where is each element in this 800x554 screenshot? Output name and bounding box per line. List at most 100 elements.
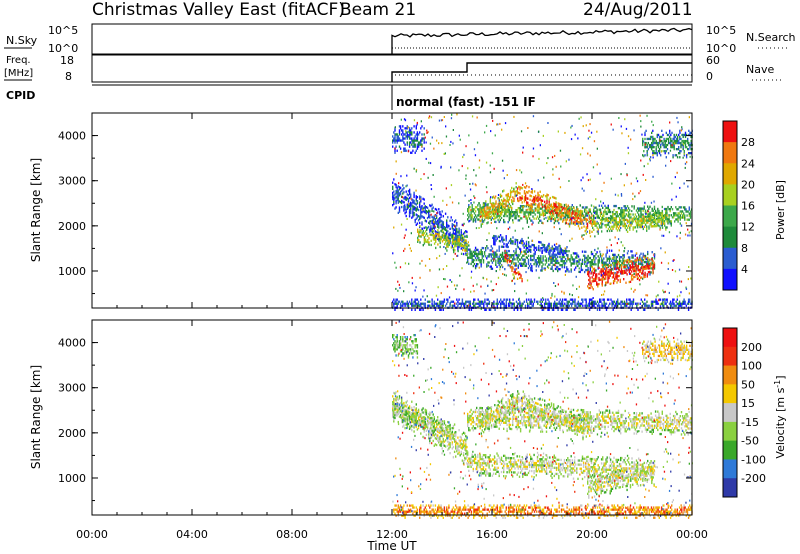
echo-cell bbox=[473, 208, 476, 211]
echo-cell bbox=[478, 259, 480, 262]
echo-cell bbox=[620, 272, 622, 275]
echo-cell bbox=[593, 279, 596, 283]
echo-cell bbox=[401, 304, 403, 307]
echo-cell bbox=[413, 125, 415, 128]
echo-cell bbox=[603, 277, 606, 281]
echo-cell bbox=[638, 262, 640, 265]
echo-cell bbox=[463, 153, 465, 156]
echo-cell bbox=[401, 199, 403, 203]
echo-cell bbox=[480, 225, 482, 228]
echo-cell bbox=[645, 267, 647, 270]
echo-cell bbox=[554, 209, 556, 212]
echo-cell bbox=[493, 240, 495, 244]
echo-cell bbox=[544, 212, 546, 216]
echo-cell bbox=[494, 253, 496, 256]
echo-cell bbox=[549, 196, 551, 200]
echo-cell bbox=[498, 204, 500, 207]
echo-cell bbox=[523, 258, 525, 261]
echo-cell bbox=[608, 276, 610, 280]
echo-cell bbox=[428, 116, 430, 119]
echo-cell bbox=[458, 244, 460, 247]
echo-cell bbox=[503, 304, 505, 307]
echo-cell bbox=[558, 222, 560, 225]
echo-cell bbox=[562, 253, 565, 256]
echo-cell bbox=[663, 150, 665, 153]
echo-cell bbox=[479, 206, 481, 209]
echo-cell bbox=[561, 251, 563, 255]
echo-cell bbox=[394, 133, 396, 136]
echo-cell bbox=[622, 209, 624, 212]
echo-cell bbox=[635, 224, 638, 227]
echo-cell bbox=[563, 262, 566, 265]
echo-cell bbox=[507, 304, 510, 307]
echo-cell bbox=[670, 206, 672, 209]
echo-cell bbox=[567, 300, 569, 303]
echo-cell bbox=[627, 207, 630, 210]
echo-cell bbox=[643, 260, 645, 264]
echo-cell bbox=[410, 197, 412, 200]
echo-cell bbox=[646, 146, 648, 149]
echo-cell bbox=[489, 210, 491, 213]
echo-cell bbox=[504, 254, 506, 257]
echo-cell bbox=[530, 213, 532, 216]
echo-cell bbox=[629, 302, 631, 305]
echo-cell bbox=[590, 131, 593, 134]
echo-cell bbox=[629, 272, 631, 275]
echo-cell bbox=[581, 268, 584, 272]
echo-cell bbox=[632, 266, 634, 269]
echo-cell bbox=[632, 260, 634, 263]
echo-cell bbox=[537, 191, 539, 194]
echo-cell bbox=[508, 198, 511, 201]
echo-cell bbox=[514, 270, 516, 273]
echo-cell bbox=[610, 177, 612, 180]
echo-cell bbox=[617, 221, 620, 224]
echo-cell bbox=[505, 259, 508, 262]
echo-cell bbox=[506, 195, 508, 198]
echo-cell bbox=[547, 308, 549, 311]
echo-cell bbox=[509, 256, 511, 259]
echo-cell bbox=[576, 302, 578, 305]
echo-cell bbox=[641, 207, 643, 210]
echo-cell bbox=[657, 143, 660, 147]
echo-cell bbox=[532, 200, 535, 203]
echo-cell bbox=[412, 201, 414, 204]
echo-cell bbox=[639, 276, 642, 279]
echo-cell bbox=[393, 304, 395, 307]
echo-cell bbox=[568, 304, 570, 307]
echo-cell bbox=[503, 197, 505, 200]
echo-cell bbox=[395, 172, 397, 175]
echo-cell bbox=[554, 247, 557, 250]
echo-cell bbox=[677, 212, 679, 215]
echo-cell bbox=[638, 270, 641, 274]
echo-cell bbox=[593, 140, 596, 143]
echo-cell bbox=[582, 298, 584, 301]
echo-cell bbox=[513, 304, 515, 307]
echo-cell bbox=[554, 259, 557, 262]
echo-cell bbox=[672, 214, 675, 217]
echo-cell bbox=[430, 229, 432, 232]
echo-cell bbox=[395, 192, 397, 195]
echo-cell bbox=[412, 139, 414, 142]
echo-cell bbox=[645, 261, 648, 264]
echo-cell bbox=[548, 259, 550, 262]
echo-cell bbox=[417, 240, 419, 243]
echo-cell bbox=[519, 198, 521, 201]
echo-cell bbox=[433, 227, 435, 230]
echo-cell bbox=[603, 278, 605, 281]
echo-cell bbox=[450, 117, 453, 120]
echo-cell bbox=[523, 215, 525, 218]
echo-cell bbox=[602, 253, 604, 256]
echo-cell bbox=[421, 125, 423, 128]
echo-cell bbox=[413, 139, 415, 142]
echo-cell bbox=[652, 212, 655, 216]
echo-cell bbox=[441, 224, 443, 227]
echo-cell bbox=[457, 245, 459, 248]
echo-cell bbox=[467, 208, 469, 211]
echo-cell bbox=[398, 200, 401, 203]
echo-cell bbox=[554, 285, 557, 287]
echo-cell bbox=[490, 253, 492, 256]
echo-cell bbox=[406, 197, 408, 200]
echo-cell bbox=[585, 264, 587, 268]
echo-cell bbox=[578, 285, 580, 288]
echo-cell bbox=[396, 195, 398, 198]
